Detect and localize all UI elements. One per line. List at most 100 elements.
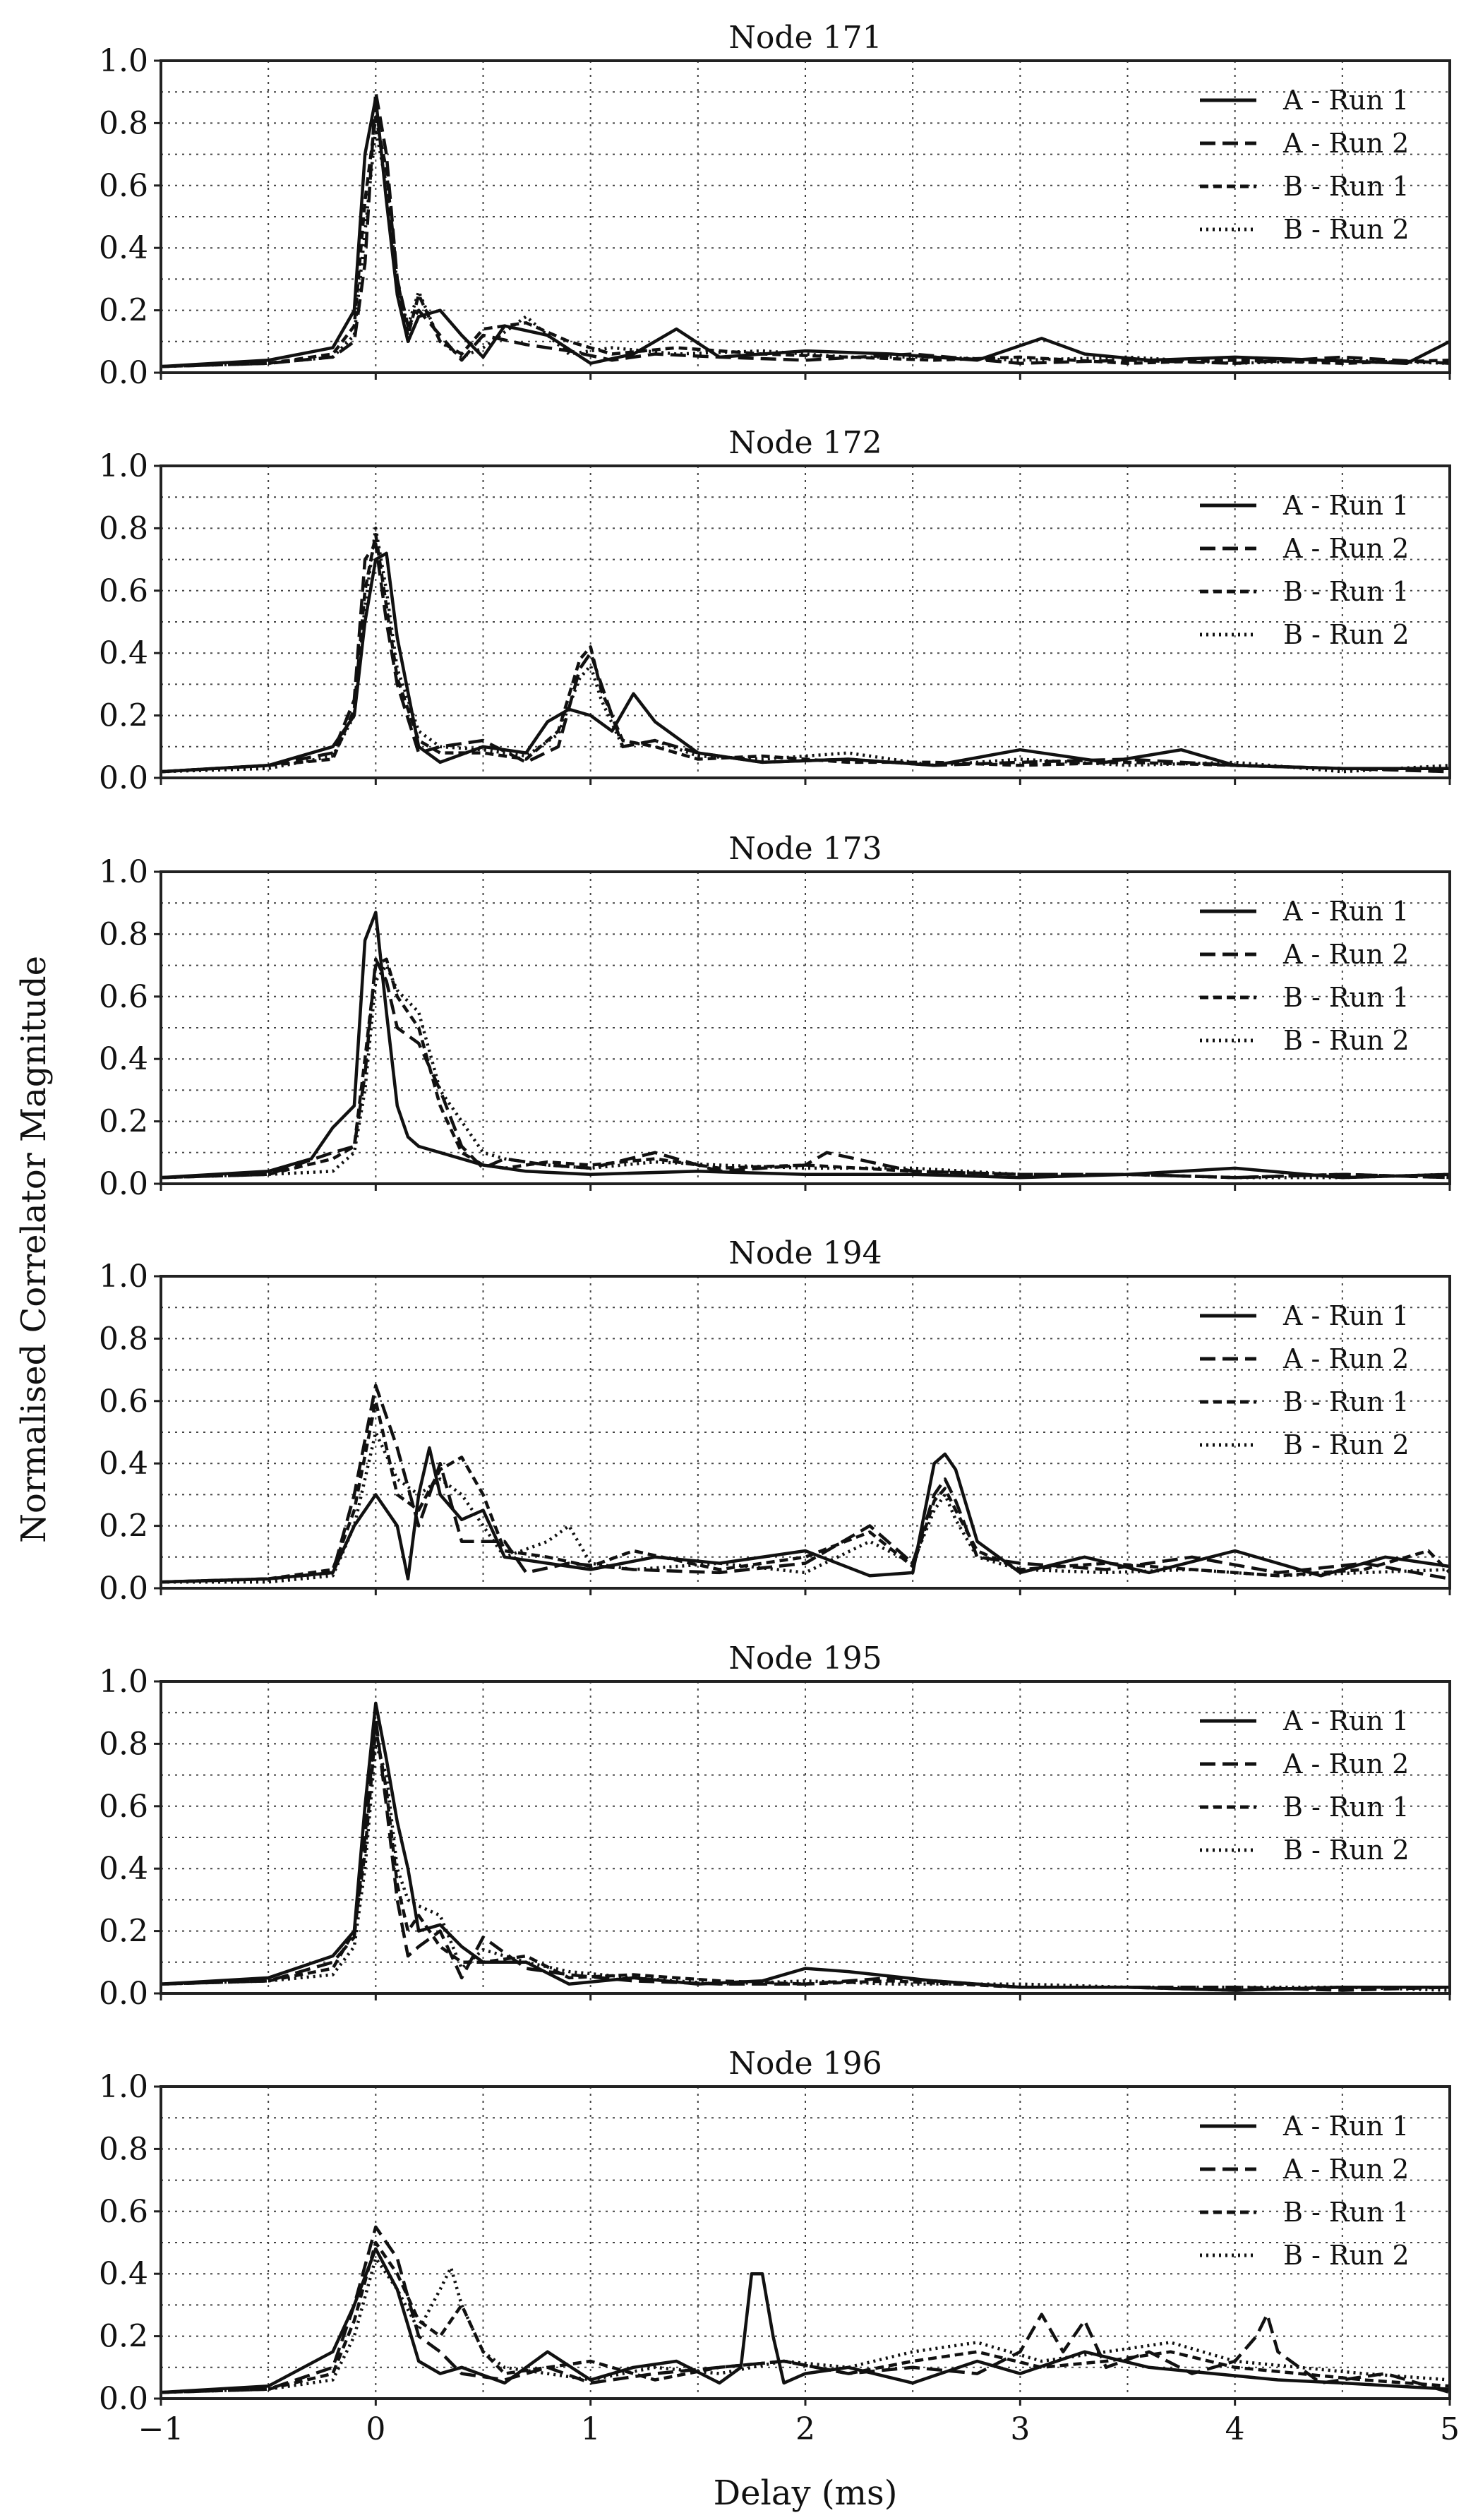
legend-label: A - Run 2 <box>1282 2154 1409 2185</box>
series-line-b-run-2 <box>161 1430 1450 1584</box>
y-tick-label: 0.4 <box>99 1446 148 1482</box>
legend-label: A - Run 1 <box>1282 1300 1409 1331</box>
legend-label: B - Run 1 <box>1283 576 1410 607</box>
series-line-b-run-1 <box>160 1727 1450 1992</box>
y-tick-label: 0.2 <box>99 1508 148 1544</box>
y-tick-label: 0.8 <box>99 510 148 546</box>
series-line-b-run-2 <box>160 964 1450 1180</box>
y-tick-label: 0.8 <box>99 105 148 141</box>
y-tick-label: 1.0 <box>99 2069 148 2105</box>
y-tick-label: 0.0 <box>99 1571 148 1607</box>
y-tick-label: 0.2 <box>99 293 148 329</box>
legend: A - Run 1 A - Run 2 B - Run 1 B - Run 2 <box>1200 1705 1410 1866</box>
legend: A - Run 1 A - Run 2 B - Run 1 B - Run 2 <box>1200 85 1410 245</box>
series-line-b-run-1 <box>160 115 1450 368</box>
series-line-b-run-1 <box>160 1399 1451 1584</box>
series-line-a-run-1 <box>160 96 1451 368</box>
legend-label: B - Run 1 <box>1283 171 1410 202</box>
legend-label: A - Run 2 <box>1282 1748 1409 1780</box>
y-tick-label: 0.2 <box>99 698 148 734</box>
legend-label: B - Run 2 <box>1283 1835 1410 1866</box>
legend: A - Run 1 A - Run 2 B - Run 1 B - Run 2 <box>1200 2111 1410 2271</box>
legend-label: B - Run 1 <box>1283 982 1410 1013</box>
legend-label: A - Run 1 <box>1282 490 1409 521</box>
series-line-b-run-1 <box>160 2240 1450 2394</box>
legend-label: B - Run 2 <box>1283 214 1410 245</box>
y-tick-label: 1.0 <box>99 1664 148 1700</box>
y-tick-label: 0.4 <box>99 1041 148 1077</box>
y-tick-label: 0.2 <box>99 2319 148 2355</box>
y-tick-label: 0.4 <box>99 230 148 266</box>
series-line-b-run-2 <box>160 127 1450 368</box>
series-line-a-run-2 <box>160 90 1450 368</box>
panel-title: Node 195 <box>728 1640 882 1676</box>
x-axis-label: Delay (ms) <box>714 2473 898 2513</box>
panel-title: Node 196 <box>728 2046 882 2082</box>
legend-label: B - Run 1 <box>1283 1792 1410 1823</box>
y-tick-label: 0.6 <box>99 1384 148 1420</box>
y-tick-label: 0.2 <box>99 1914 148 1950</box>
legend: A - Run 1 A - Run 2 B - Run 1 B - Run 2 <box>1200 1300 1410 1460</box>
y-tick-label: 0.8 <box>99 2131 148 2167</box>
y-tick-label: 0.0 <box>99 1976 148 2012</box>
panel-title: Node 194 <box>728 1235 882 1271</box>
y-tick-label: 0.0 <box>99 1166 148 1202</box>
panel-title: Node 173 <box>728 831 882 867</box>
y-tick-label: 0.6 <box>99 168 148 204</box>
y-tick-label: 0.6 <box>99 573 148 609</box>
legend-label: A - Run 2 <box>1282 533 1409 564</box>
y-tick-label: 0.0 <box>99 2381 148 2417</box>
series-line-b-run-2 <box>160 1742 1450 1992</box>
y-tick-label: 0.6 <box>99 2194 148 2230</box>
panel-title: Node 171 <box>728 20 882 56</box>
legend-label: A - Run 2 <box>1282 939 1409 970</box>
series-line-a-run-1 <box>160 2247 1450 2394</box>
legend-label: B - Run 1 <box>1283 1386 1410 1417</box>
legend-label: B - Run 2 <box>1283 1429 1410 1460</box>
legend: A - Run 1 A - Run 2 B - Run 1 B - Run 2 <box>1200 896 1410 1056</box>
legend-label: B - Run 2 <box>1283 619 1410 650</box>
y-tick-label: 0.4 <box>99 2256 148 2292</box>
y-tick-label: 1.0 <box>99 448 148 484</box>
y-tick-label: 1.0 <box>99 854 148 890</box>
legend-label: B - Run 2 <box>1283 1025 1410 1056</box>
legend-label: A - Run 1 <box>1282 2111 1409 2142</box>
panel-6: Node 196 0.0 0.2 0.4 0.6 0.8 1.0 −1 0 1 2 3 4 5 A - Ru… <box>99 2046 1460 2447</box>
y-tick-label: 0.0 <box>99 355 148 391</box>
x-tick-label: 4 <box>1225 2411 1245 2447</box>
legend-label: A - Run 2 <box>1282 128 1409 159</box>
x-tick-label: −1 <box>138 2411 184 2447</box>
x-tick-label: 2 <box>795 2411 815 2447</box>
y-tick-label: 1.0 <box>99 1259 148 1295</box>
y-tick-label: 0.8 <box>99 1321 148 1357</box>
x-tick-label: 5 <box>1440 2411 1460 2447</box>
series-line-b-run-2 <box>160 2256 1450 2394</box>
series-line-a-run-2 <box>160 957 1450 1180</box>
legend-label: A - Run 1 <box>1282 1705 1409 1736</box>
legend-label: B - Run 1 <box>1283 2197 1410 2228</box>
y-tick-label: 1.0 <box>99 43 148 79</box>
y-tick-label: 0.6 <box>99 1789 148 1825</box>
legend-label: A - Run 2 <box>1282 1343 1409 1374</box>
legend-label: B - Run 2 <box>1283 2240 1410 2271</box>
y-tick-label: 0.8 <box>99 1726 148 1762</box>
y-tick-label: 0.4 <box>99 1851 148 1887</box>
series-line-a-run-1 <box>160 911 1450 1180</box>
series-line-b-run-2 <box>160 527 1450 774</box>
panel-title: Node 172 <box>728 425 882 461</box>
series-line-a-run-2 <box>160 2225 1450 2394</box>
x-tick-label: 1 <box>581 2411 601 2447</box>
legend-label: A - Run 1 <box>1282 85 1409 116</box>
y-axis-label: Normalised Correlator Magnitude <box>14 956 54 1543</box>
legend-label: A - Run 1 <box>1282 896 1409 927</box>
y-tick-label: 0.8 <box>99 916 148 952</box>
x-tick-label: 3 <box>1010 2411 1030 2447</box>
series-line-a-run-1 <box>160 551 1450 774</box>
y-tick-label: 0.6 <box>99 979 148 1015</box>
series-line-a-run-2 <box>160 1384 1450 1584</box>
